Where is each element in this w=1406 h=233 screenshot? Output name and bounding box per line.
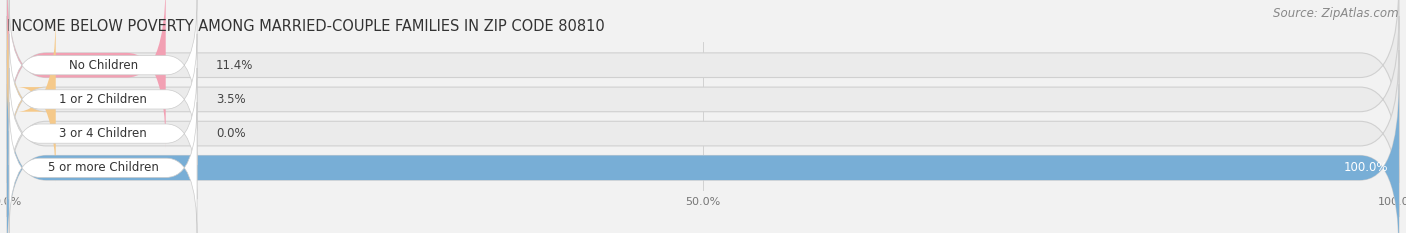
FancyBboxPatch shape [7, 84, 1399, 233]
FancyBboxPatch shape [7, 84, 1399, 233]
FancyBboxPatch shape [8, 102, 197, 233]
Text: 1 or 2 Children: 1 or 2 Children [59, 93, 148, 106]
FancyBboxPatch shape [7, 50, 1399, 217]
Text: 11.4%: 11.4% [217, 59, 253, 72]
Text: No Children: No Children [69, 59, 138, 72]
Text: Source: ZipAtlas.com: Source: ZipAtlas.com [1274, 7, 1399, 20]
FancyBboxPatch shape [8, 34, 197, 165]
FancyBboxPatch shape [8, 0, 197, 131]
Text: 3.5%: 3.5% [217, 93, 246, 106]
FancyBboxPatch shape [7, 0, 166, 149]
Text: INCOME BELOW POVERTY AMONG MARRIED-COUPLE FAMILIES IN ZIP CODE 80810: INCOME BELOW POVERTY AMONG MARRIED-COUPL… [7, 19, 605, 34]
Text: 5 or more Children: 5 or more Children [48, 161, 159, 174]
Text: 100.0%: 100.0% [1343, 161, 1388, 174]
FancyBboxPatch shape [8, 68, 197, 199]
FancyBboxPatch shape [7, 0, 1399, 149]
Text: 3 or 4 Children: 3 or 4 Children [59, 127, 148, 140]
Text: 0.0%: 0.0% [217, 127, 246, 140]
FancyBboxPatch shape [7, 16, 1399, 183]
FancyBboxPatch shape [7, 16, 56, 183]
